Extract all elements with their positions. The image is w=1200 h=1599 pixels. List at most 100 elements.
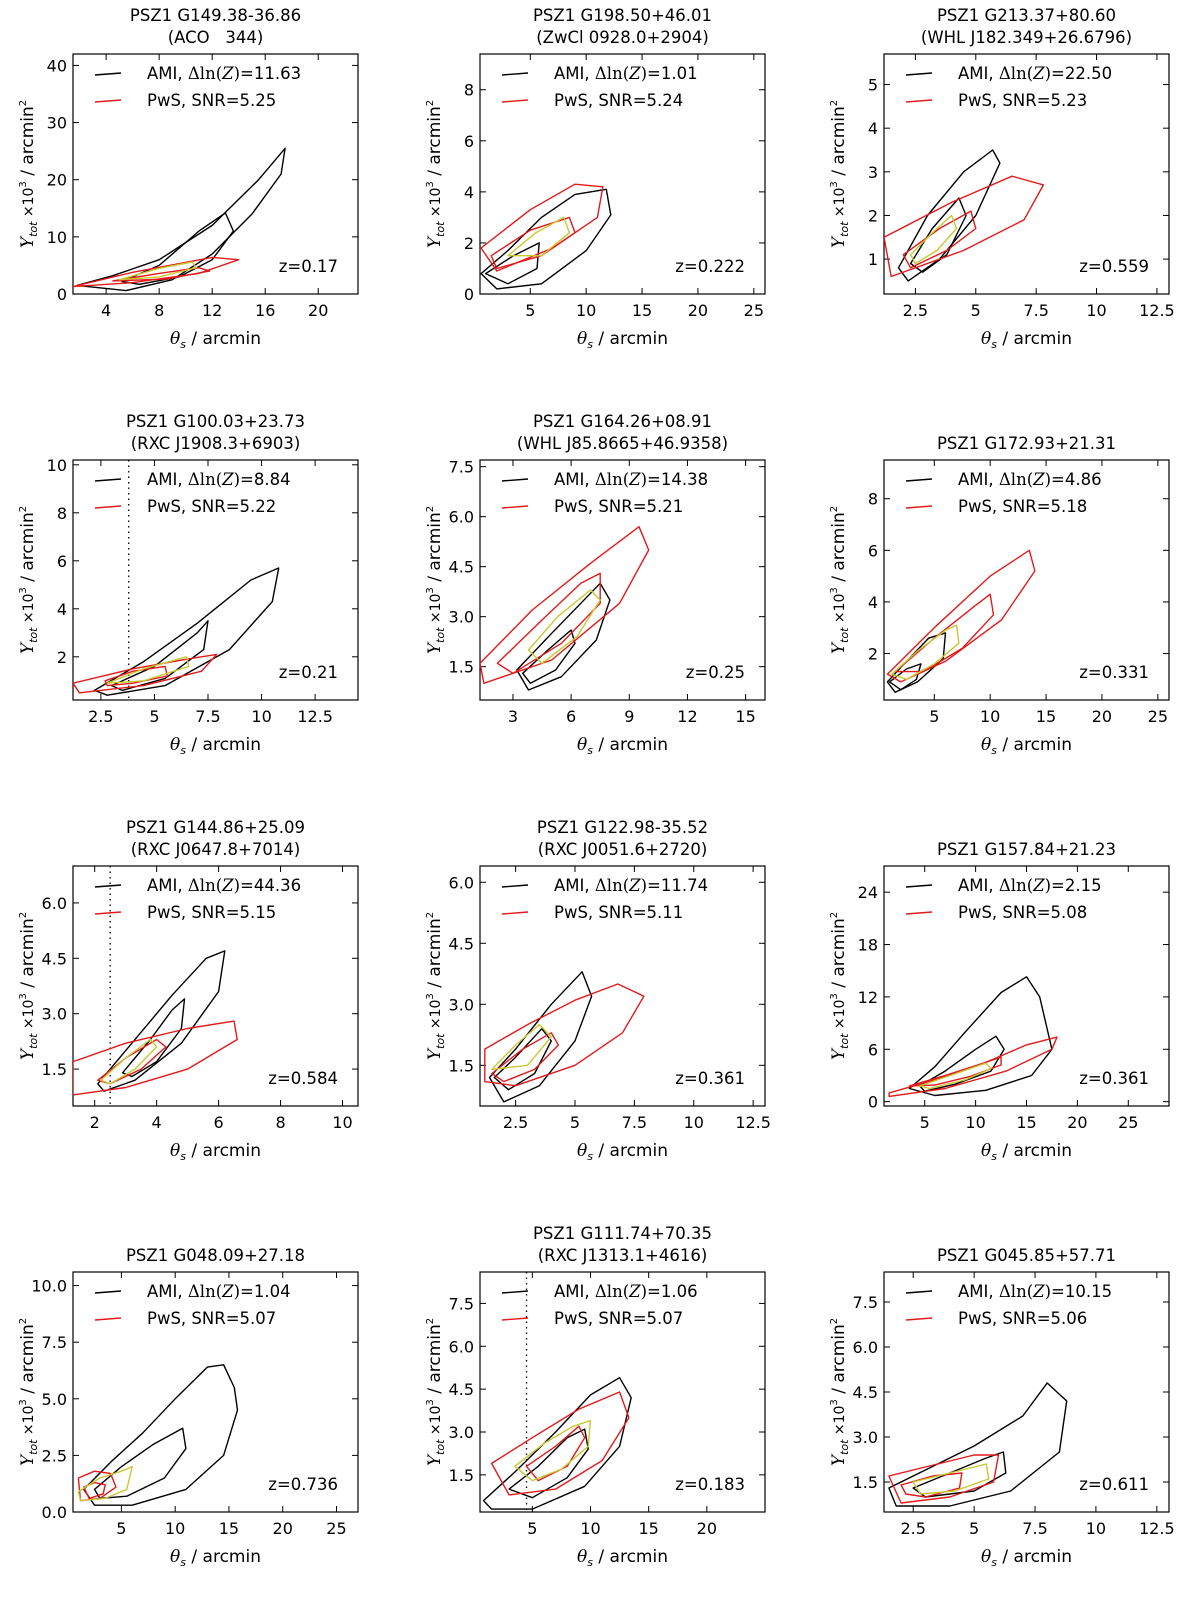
y-symbol: Y bbox=[18, 1453, 38, 1466]
ami-contour-inner bbox=[522, 629, 576, 684]
legend-close-eq: )= bbox=[641, 64, 661, 83]
legend-close-eq: )= bbox=[234, 64, 254, 83]
x-label-unit: / arcmin bbox=[997, 1141, 1072, 1161]
x-tick-label: 5 bbox=[525, 301, 535, 320]
pws-contour-outer bbox=[484, 983, 645, 1087]
x-tick-label: 6 bbox=[566, 707, 576, 726]
redshift-label: z=0.559 bbox=[1079, 257, 1149, 276]
y-axis-label: Ytot ×103 / arcmin2 bbox=[425, 912, 447, 1060]
legend-pws-swatch bbox=[94, 1317, 122, 1321]
panel-12: PSZ1 G045.85+57.71 2.5 5 7.5 10 12.5 1.5 3.0 4.5… bbox=[829, 1246, 1175, 1569]
x-tick-label: 25 bbox=[326, 1519, 346, 1538]
legend-ami-swatch bbox=[501, 884, 529, 888]
y-tick-label: 6.0 bbox=[449, 1337, 474, 1356]
legend-ami-prefix: AMI, bbox=[147, 1282, 188, 1301]
legend-evidence-symbol: Z bbox=[221, 876, 234, 895]
redshift-label: z=0.21 bbox=[279, 663, 338, 682]
panel-title: PSZ1 G045.85+57.71 bbox=[937, 1246, 1116, 1265]
ami-contour-inner-yellow bbox=[527, 589, 601, 664]
x-tick-label: 7.5 bbox=[622, 1113, 647, 1132]
legend-ami-swatch bbox=[905, 884, 933, 888]
pws-contour-inner bbox=[490, 216, 576, 270]
ami-contour-outer bbox=[908, 976, 1053, 1097]
y-label-unit: / arcmin bbox=[425, 512, 445, 587]
theta-subscript: s bbox=[180, 338, 186, 351]
panel-8: PSZ1 G122.98-35.52 (RXC J0051.6+2720) 2.5 5… bbox=[425, 818, 771, 1163]
legend-pws-value: 5.22 bbox=[240, 497, 277, 516]
y-axis-label: Ytot ×103 / arcmin2 bbox=[829, 912, 851, 1060]
panel-1: PSZ1 G149.38-36.86 (ACO 344) 4 8 12 16 20 0 10 20… bbox=[18, 6, 359, 351]
legend-ami-value: 14.38 bbox=[661, 470, 708, 489]
y-symbol: Y bbox=[425, 641, 445, 654]
legend-ami-value: 8.84 bbox=[254, 470, 291, 489]
legend-ami-value: 11.63 bbox=[254, 64, 301, 83]
x-tick-label: 10 bbox=[165, 1519, 185, 1538]
y-label-unit: / arcmin bbox=[829, 1324, 849, 1399]
ami-contour-inner-yellow bbox=[918, 1062, 992, 1090]
y-tick-label: 2.5 bbox=[42, 1446, 67, 1465]
legend-close-eq: )= bbox=[1045, 64, 1065, 83]
legend-ami-value: 1.01 bbox=[661, 64, 698, 83]
pws-contour-inner bbox=[104, 665, 168, 687]
y-subscript: tot bbox=[27, 1439, 40, 1455]
y-tick-label: 7.5 bbox=[853, 1293, 878, 1312]
y-tick-label: 4 bbox=[868, 119, 878, 138]
y-exponent: 3 bbox=[829, 993, 840, 999]
legend-ami-prefix: AMI, bbox=[958, 1282, 999, 1301]
legend-ami-prefix: AMI, bbox=[958, 470, 999, 489]
x-tick-label: 10 bbox=[980, 707, 1000, 726]
y-label-unit: / arcmin bbox=[425, 918, 445, 993]
legend-pws-label: PwS, SNR=5.11 bbox=[554, 903, 683, 922]
x-tick-label: 5 bbox=[149, 707, 159, 726]
y-symbol: Y bbox=[829, 641, 849, 654]
theta-symbol: θ bbox=[981, 329, 991, 349]
theta-subscript: s bbox=[991, 1556, 997, 1569]
x-tick-label: 2.5 bbox=[903, 301, 928, 320]
pws-contour-outer bbox=[884, 175, 1045, 278]
legend-ami-value: 22.50 bbox=[1065, 64, 1112, 83]
x-axis-label: θs / arcmin bbox=[577, 329, 668, 351]
y-tick-label: 10.0 bbox=[31, 1277, 67, 1296]
y-tick-label: 6 bbox=[464, 132, 474, 151]
y-squared: 2 bbox=[829, 1318, 840, 1324]
plot-frame bbox=[479, 459, 766, 701]
y-tick-label: 4 bbox=[464, 183, 474, 202]
legend-ami-swatch bbox=[94, 884, 122, 888]
legend-ami-prefix: AMI, bbox=[147, 64, 188, 83]
plot-frame bbox=[72, 53, 359, 295]
legend-evidence-symbol: Z bbox=[628, 470, 641, 489]
legend-ami-value: 2.15 bbox=[1065, 876, 1102, 895]
y-tick-label: 6.0 bbox=[42, 894, 67, 913]
legend-pws-swatch bbox=[94, 505, 122, 509]
legend-ami-prefix: AMI, bbox=[554, 1282, 595, 1301]
redshift-label: z=0.611 bbox=[1079, 1475, 1149, 1494]
theta-symbol: θ bbox=[170, 735, 180, 755]
y-tick-label: 2 bbox=[57, 648, 67, 667]
y-squared: 2 bbox=[425, 912, 436, 918]
pws-contour-inner bbox=[112, 267, 211, 282]
legend-pws-swatch bbox=[501, 99, 529, 103]
panel-10: PSZ1 G048.09+27.18 5 10 15 20 25 0.0 2.5 5.0 7.5 1… bbox=[18, 1246, 359, 1569]
theta-subscript: s bbox=[180, 744, 186, 757]
y-times: ×10 bbox=[832, 1000, 848, 1034]
y-subscript: tot bbox=[434, 1033, 447, 1049]
ami-contour-inner-yellow bbox=[100, 1038, 158, 1085]
theta-subscript: s bbox=[587, 744, 593, 757]
y-exponent: 3 bbox=[18, 1399, 29, 1405]
y-axis-label: Ytot ×103 / arcmin2 bbox=[18, 100, 40, 248]
y-tick-label: 6.0 bbox=[449, 508, 474, 527]
plot-area bbox=[884, 149, 1045, 282]
panel-2: PSZ1 G198.50+46.01 (ZwCl 0928.0+2904) 5 10 1… bbox=[425, 6, 766, 351]
y-label-unit: / arcmin bbox=[425, 106, 445, 181]
legend-pws-prefix: PwS, SNR= bbox=[147, 903, 240, 922]
theta-symbol: θ bbox=[981, 1141, 991, 1161]
pws-contour-outer bbox=[888, 1454, 1000, 1504]
y-exponent: 3 bbox=[18, 993, 29, 999]
theta-subscript: s bbox=[180, 1150, 186, 1163]
y-axis-label: Ytot ×103 / arcmin2 bbox=[18, 506, 40, 654]
y-tick-label: 4 bbox=[57, 600, 67, 619]
panel-subtitle: (WHL J85.8665+46.9358) bbox=[517, 434, 728, 453]
y-label-unit: / arcmin bbox=[829, 106, 849, 181]
legend-pws-label: PwS, SNR=5.18 bbox=[958, 497, 1087, 516]
